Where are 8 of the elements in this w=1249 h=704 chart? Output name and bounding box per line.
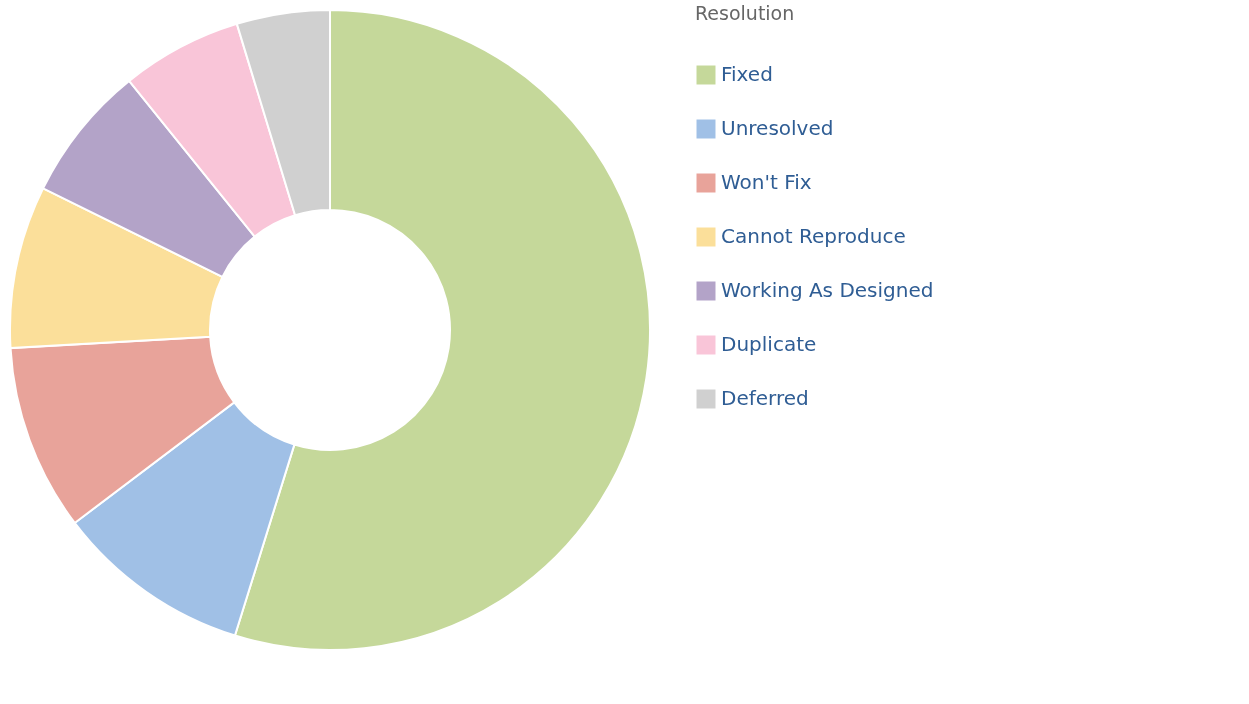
legend-label: Working As Designed	[721, 278, 934, 302]
legend-label: Unresolved	[721, 116, 834, 140]
legend-label: Fixed	[721, 62, 773, 86]
legend-label: Cannot Reproduce	[721, 224, 906, 248]
legend-title: Resolution	[695, 2, 795, 24]
legend-label: Duplicate	[721, 332, 817, 356]
legend-label: Won't Fix	[721, 170, 812, 194]
legend-label: Deferred	[721, 386, 809, 410]
